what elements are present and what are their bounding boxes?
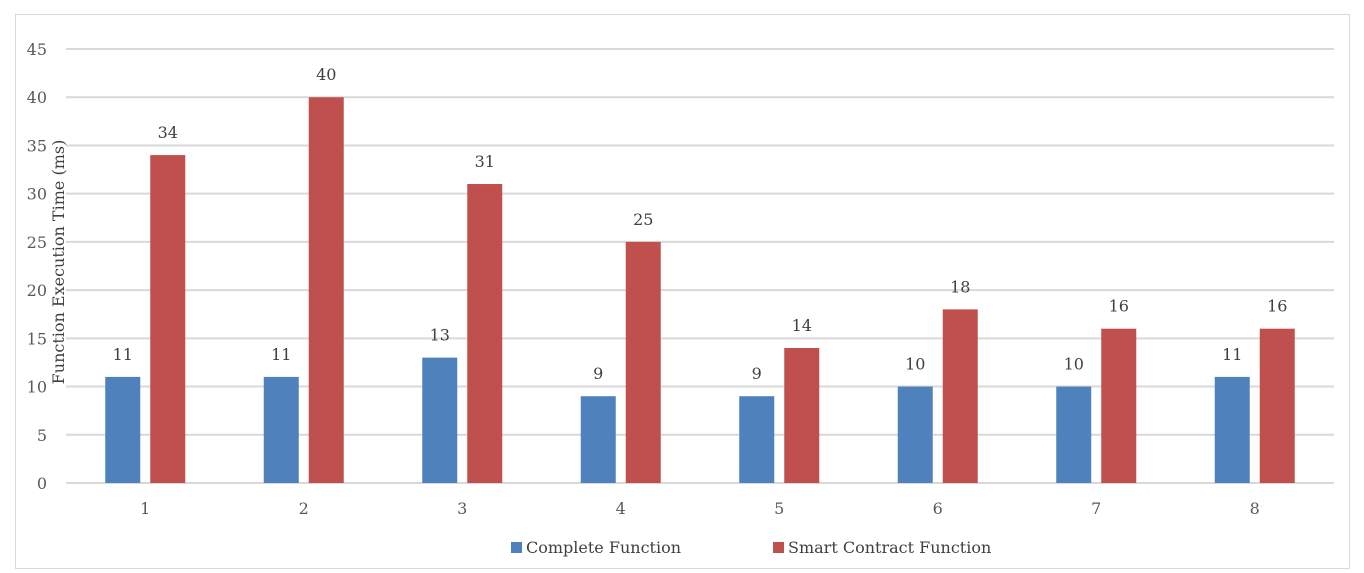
data-labels: 11 34 11 40 13 31 9 25 9 14 10 18 10 16 11 16 bbox=[113, 65, 1288, 383]
bar-complete-4 bbox=[580, 396, 616, 483]
bars bbox=[105, 97, 1295, 484]
bar-smart-contract-6 bbox=[942, 309, 978, 483]
x-tick-label: 1 bbox=[140, 499, 150, 518]
y-tick-label: 30 bbox=[27, 185, 47, 204]
x-axis-ticks: 1 2 3 4 5 6 7 8 bbox=[140, 499, 1260, 518]
data-label: 31 bbox=[475, 152, 495, 171]
bar-complete-7 bbox=[1056, 386, 1092, 483]
data-label: 10 bbox=[1064, 355, 1084, 374]
data-label: 40 bbox=[316, 65, 336, 84]
x-tick-label: 6 bbox=[933, 499, 943, 518]
bar-smart-contract-1 bbox=[150, 155, 186, 484]
data-label: 11 bbox=[113, 345, 133, 364]
y-tick-label: 10 bbox=[27, 378, 47, 397]
legend-label-0: Complete Function bbox=[526, 538, 681, 557]
x-tick-label: 2 bbox=[299, 499, 309, 518]
y-tick-label: 40 bbox=[27, 88, 47, 107]
bar-complete-5 bbox=[739, 396, 775, 483]
y-tick-label: 45 bbox=[27, 40, 47, 59]
y-tick-label: 20 bbox=[27, 281, 47, 300]
bar-complete-1 bbox=[105, 376, 141, 483]
bar-complete-6 bbox=[897, 386, 933, 483]
data-label: 18 bbox=[950, 277, 970, 296]
legend-swatch-1 bbox=[773, 542, 784, 553]
data-label: 34 bbox=[158, 123, 178, 142]
chart-frame bbox=[15, 14, 1350, 569]
bar-complete-2 bbox=[263, 376, 299, 483]
bar-smart-contract-4 bbox=[625, 241, 661, 483]
legend: Complete Function Smart Contract Function bbox=[511, 538, 991, 557]
bar-complete-3 bbox=[422, 357, 458, 483]
data-label: 25 bbox=[633, 210, 653, 229]
x-tick-label: 4 bbox=[616, 499, 626, 518]
data-label: 13 bbox=[430, 326, 450, 345]
bar-smart-contract-2 bbox=[308, 97, 344, 483]
y-axis-ticks: 0 5 10 15 20 25 30 35 40 45 bbox=[27, 40, 47, 493]
legend-label-1: Smart Contract Function bbox=[788, 538, 991, 557]
bar-smart-contract-3 bbox=[467, 184, 503, 483]
bar-smart-contract-7 bbox=[1101, 328, 1137, 483]
y-tick-label: 15 bbox=[27, 329, 47, 348]
y-axis-label: Function Execution Time (ms) bbox=[49, 140, 68, 385]
data-label: 9 bbox=[752, 364, 762, 383]
x-tick-label: 5 bbox=[774, 499, 784, 518]
data-label: 11 bbox=[271, 345, 291, 364]
y-tick-label: 35 bbox=[27, 136, 47, 155]
data-label: 10 bbox=[905, 355, 925, 374]
data-label: 11 bbox=[1222, 345, 1242, 364]
bar-smart-contract-8 bbox=[1259, 328, 1295, 483]
x-tick-label: 8 bbox=[1250, 499, 1260, 518]
data-label: 16 bbox=[1267, 297, 1287, 316]
bar-smart-contract-5 bbox=[784, 347, 820, 483]
data-label: 14 bbox=[792, 316, 812, 335]
data-label: 9 bbox=[593, 364, 603, 383]
y-tick-label: 5 bbox=[37, 426, 47, 445]
gridlines bbox=[66, 48, 1334, 484]
x-tick-label: 3 bbox=[457, 499, 467, 518]
x-tick-label: 7 bbox=[1091, 499, 1101, 518]
y-tick-label: 0 bbox=[37, 474, 47, 493]
y-tick-label: 25 bbox=[27, 233, 47, 252]
legend-swatch-0 bbox=[511, 542, 522, 553]
bar-complete-8 bbox=[1214, 376, 1250, 483]
data-label: 16 bbox=[1109, 297, 1129, 316]
